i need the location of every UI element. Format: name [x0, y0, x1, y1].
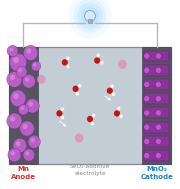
- Circle shape: [10, 116, 15, 122]
- Circle shape: [91, 122, 94, 126]
- Circle shape: [96, 53, 100, 57]
- Circle shape: [144, 110, 150, 116]
- Bar: [144, 136, 169, 147]
- Circle shape: [37, 75, 46, 84]
- Circle shape: [26, 99, 39, 113]
- Circle shape: [23, 124, 28, 129]
- Circle shape: [16, 66, 27, 77]
- Circle shape: [66, 65, 70, 68]
- Circle shape: [78, 84, 82, 88]
- Circle shape: [66, 56, 70, 60]
- Circle shape: [156, 110, 161, 116]
- Circle shape: [92, 114, 96, 117]
- Circle shape: [156, 138, 161, 144]
- Bar: [9, 47, 38, 164]
- Bar: [144, 150, 169, 161]
- Circle shape: [56, 110, 62, 117]
- Circle shape: [156, 124, 161, 130]
- Circle shape: [7, 71, 22, 87]
- Circle shape: [156, 81, 161, 88]
- Bar: [144, 50, 169, 61]
- Circle shape: [144, 138, 150, 144]
- Circle shape: [144, 96, 150, 102]
- Bar: [144, 122, 169, 133]
- Circle shape: [74, 0, 106, 33]
- Circle shape: [73, 86, 79, 92]
- Bar: [88, 19, 92, 23]
- Circle shape: [156, 67, 161, 73]
- Circle shape: [18, 68, 22, 72]
- Circle shape: [7, 113, 22, 129]
- Circle shape: [23, 149, 35, 161]
- Text: Mn
Anode: Mn Anode: [11, 166, 36, 180]
- Circle shape: [10, 75, 15, 80]
- Circle shape: [28, 135, 40, 148]
- Text: SeO₂-additive
electrolyte: SeO₂-additive electrolyte: [70, 164, 110, 176]
- Circle shape: [26, 48, 31, 54]
- Circle shape: [13, 138, 27, 153]
- Circle shape: [68, 0, 112, 39]
- Circle shape: [20, 121, 34, 136]
- Circle shape: [75, 133, 84, 143]
- Circle shape: [61, 107, 64, 111]
- Circle shape: [144, 53, 150, 59]
- Circle shape: [119, 114, 123, 118]
- Circle shape: [81, 7, 99, 26]
- Circle shape: [144, 67, 150, 73]
- Circle shape: [77, 3, 103, 29]
- Circle shape: [118, 60, 127, 69]
- Circle shape: [13, 57, 19, 63]
- Bar: [144, 65, 169, 76]
- Circle shape: [22, 74, 35, 88]
- Circle shape: [8, 148, 21, 162]
- Circle shape: [10, 151, 15, 156]
- Bar: [144, 108, 169, 119]
- Circle shape: [107, 88, 113, 94]
- Circle shape: [156, 96, 161, 102]
- Bar: [144, 93, 169, 104]
- Circle shape: [31, 61, 41, 71]
- Circle shape: [28, 101, 33, 107]
- Bar: [142, 47, 171, 164]
- Circle shape: [18, 104, 28, 115]
- Text: MnO₂
Cathode: MnO₂ Cathode: [140, 166, 173, 180]
- Circle shape: [13, 93, 19, 99]
- Circle shape: [144, 153, 150, 159]
- Circle shape: [144, 81, 150, 88]
- Circle shape: [85, 10, 95, 22]
- Circle shape: [25, 151, 29, 156]
- Circle shape: [9, 48, 13, 52]
- Circle shape: [156, 53, 161, 59]
- Circle shape: [75, 92, 79, 96]
- Circle shape: [25, 77, 30, 82]
- Circle shape: [23, 45, 38, 60]
- Circle shape: [100, 61, 104, 65]
- Circle shape: [112, 92, 115, 96]
- Circle shape: [31, 138, 35, 142]
- Bar: [9, 47, 171, 164]
- Circle shape: [16, 141, 21, 146]
- Circle shape: [114, 110, 120, 117]
- Circle shape: [144, 124, 150, 130]
- Circle shape: [87, 116, 93, 122]
- Circle shape: [94, 57, 100, 64]
- Circle shape: [110, 84, 114, 88]
- Circle shape: [20, 106, 24, 110]
- Circle shape: [61, 116, 64, 119]
- Circle shape: [10, 90, 26, 107]
- Circle shape: [156, 153, 161, 159]
- Bar: [144, 79, 169, 90]
- Circle shape: [9, 53, 27, 71]
- Circle shape: [62, 59, 68, 66]
- Circle shape: [7, 45, 18, 57]
- Circle shape: [33, 63, 37, 67]
- Circle shape: [117, 106, 121, 110]
